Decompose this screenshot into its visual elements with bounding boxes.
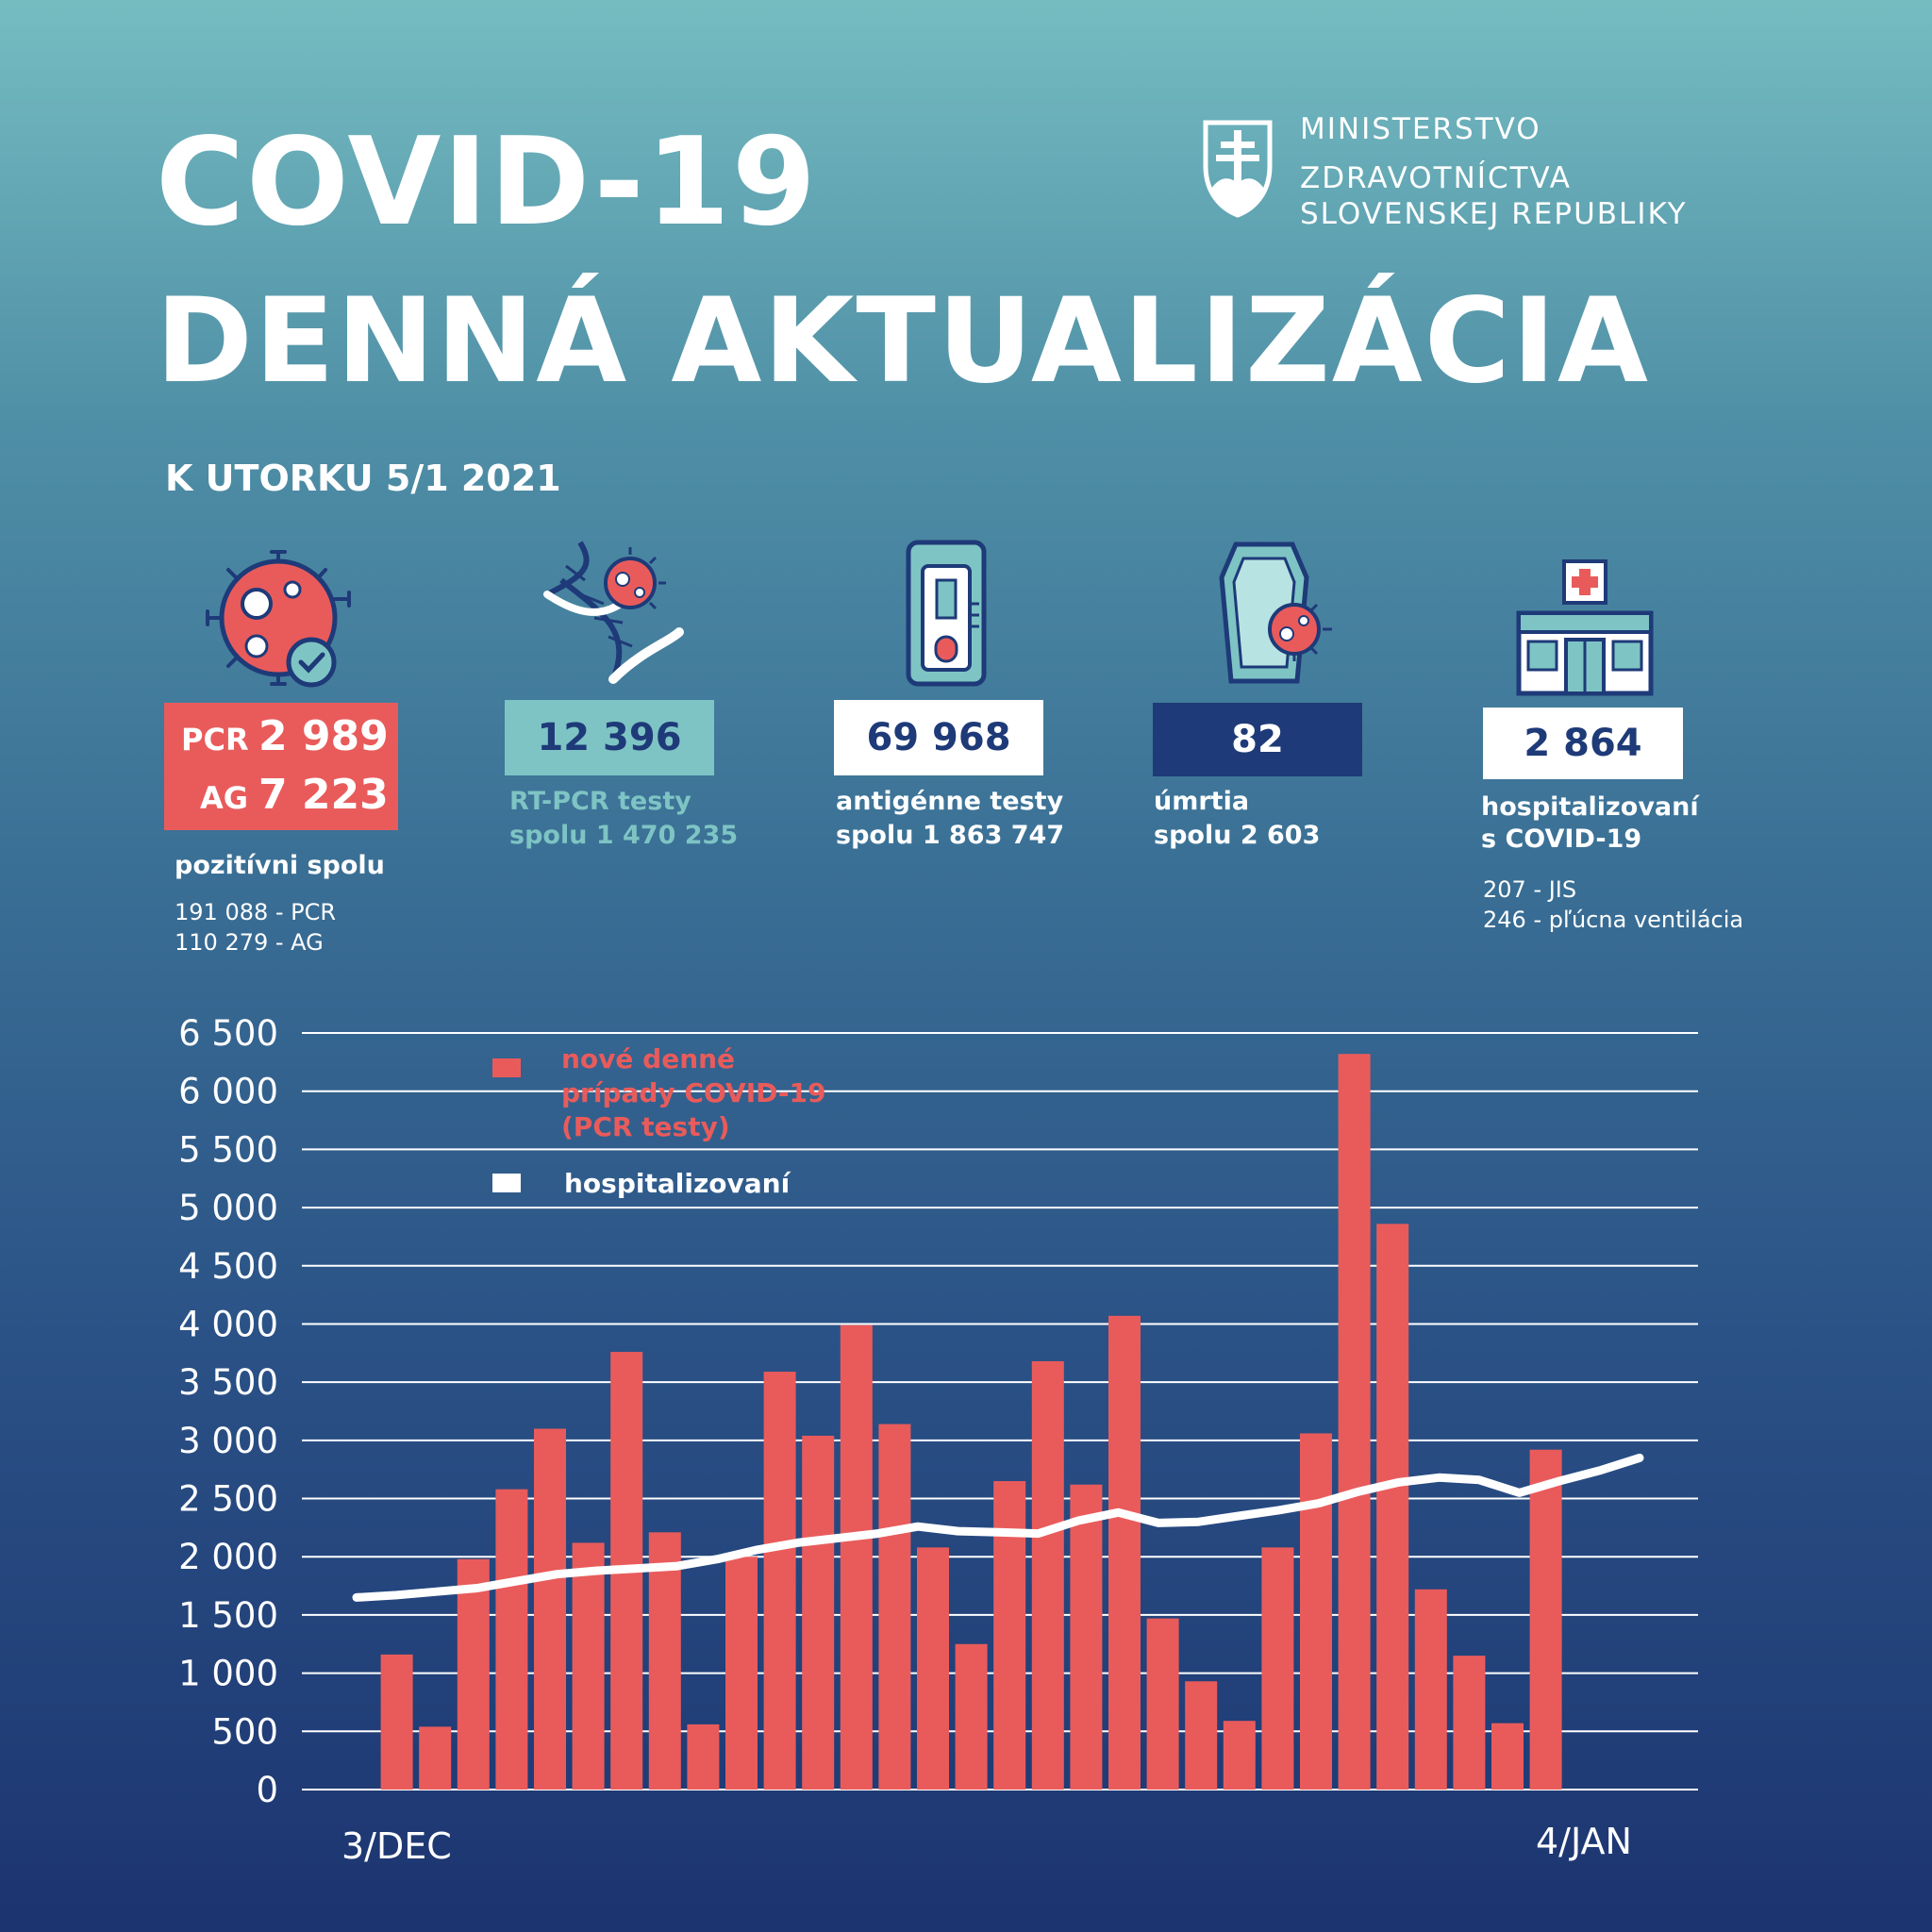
line-hospitalized xyxy=(352,1453,1644,1602)
bar-cases xyxy=(1108,1315,1141,1790)
y-tick-label: 6 500 xyxy=(178,1013,278,1054)
positive-label: pozitívni spolu xyxy=(175,851,385,880)
bar-cases xyxy=(380,1654,413,1790)
ministry-name: MINISTERSTVO ZDRAVOTNÍCTVA SLOVENSKEJ RE… xyxy=(1300,111,1688,232)
bar-cases xyxy=(1031,1360,1064,1790)
legend-swatch-cases xyxy=(492,1058,521,1077)
deaths-box: 82 xyxy=(1153,703,1362,776)
y-tick-label: 3 000 xyxy=(178,1421,278,1461)
rtpcr-total: spolu 1 470 235 xyxy=(509,821,739,850)
deaths-label: úmrtia xyxy=(1154,787,1250,816)
y-tick-label: 2 000 xyxy=(178,1537,278,1577)
y-tick-label: 5 500 xyxy=(178,1129,278,1170)
antigen-test-icon xyxy=(906,540,987,687)
bar-cases xyxy=(1185,1681,1218,1790)
bar-cases xyxy=(648,1532,681,1790)
y-tick-label: 0 xyxy=(256,1770,278,1810)
bar-cases xyxy=(419,1726,452,1790)
hospital-box: 2 864 xyxy=(1483,708,1683,779)
bar-cases xyxy=(802,1435,835,1790)
bar-cases xyxy=(878,1424,911,1790)
bar-cases xyxy=(763,1372,796,1790)
bar-cases xyxy=(917,1547,949,1790)
report-date: K UTORKU 5/1 2021 xyxy=(165,458,561,499)
hospital-icu: 207 - JIS xyxy=(1483,876,1577,903)
hospital-icon xyxy=(1516,559,1654,696)
ministry-line1: MINISTERSTVO xyxy=(1300,112,1541,146)
coffin-virus-icon xyxy=(1219,541,1332,684)
bar-cases xyxy=(1529,1449,1562,1790)
hospital-label: hospitalizovaní xyxy=(1481,792,1699,822)
bar-cases xyxy=(1414,1589,1447,1790)
bar-cases xyxy=(993,1481,1026,1790)
ag-prefix: AG xyxy=(200,780,249,816)
bar-cases xyxy=(572,1542,605,1790)
bar-cases xyxy=(495,1489,528,1790)
x-label-start: 3/DEC xyxy=(341,1825,452,1867)
bar-cases xyxy=(1491,1723,1524,1790)
bar-cases xyxy=(534,1428,566,1790)
x-label-end: 4/JAN xyxy=(1536,1821,1632,1862)
legend-label-cases: nové denné prípady COVID-19 (PCR testy) xyxy=(561,1043,826,1142)
pcr-prefix: PCR xyxy=(181,722,249,758)
bar-cases xyxy=(687,1724,720,1790)
deaths-total: spolu 2 603 xyxy=(1154,821,1321,850)
dna-virus-icon xyxy=(543,541,684,684)
page-subtitle: DENNÁ AKTUALIZÁCIA xyxy=(156,274,1650,409)
virus-check-icon xyxy=(206,550,351,688)
rtpcr-label: RT-PCR testy xyxy=(509,787,691,816)
antigen-label: antigénne testy xyxy=(836,787,1064,816)
legend-label-hospitalized: hospitalizovaní xyxy=(564,1168,791,1199)
y-tick-label: 3 500 xyxy=(178,1362,278,1403)
y-tick-label: 5 000 xyxy=(178,1188,278,1228)
ag-positive-value: 7 223 xyxy=(258,771,389,819)
y-tick-label: 4 500 xyxy=(178,1246,278,1287)
positive-box: PCR 2 989 AG 7 223 xyxy=(164,703,398,830)
bar-cases xyxy=(1453,1656,1486,1790)
bar-cases xyxy=(457,1558,490,1790)
bar-cases xyxy=(1338,1054,1371,1790)
bar-cases xyxy=(840,1324,873,1790)
antigen-box: 69 968 xyxy=(834,700,1043,775)
y-tick-label: 2 500 xyxy=(178,1479,278,1520)
legend-swatch-hospitalized xyxy=(492,1174,521,1192)
y-tick-label: 6 000 xyxy=(178,1072,278,1112)
y-tick-label: 1 500 xyxy=(178,1595,278,1636)
positive-total-pcr: 191 088 - PCR xyxy=(175,899,337,925)
y-tick-label: 500 xyxy=(211,1711,278,1752)
page-title: COVID-19 xyxy=(156,112,818,253)
bar-cases xyxy=(1261,1547,1294,1790)
bar-cases xyxy=(725,1557,758,1790)
ministry-line2: ZDRAVOTNÍCTVA xyxy=(1300,161,1572,195)
slovak-coat-of-arms-icon xyxy=(1203,120,1273,218)
positive-total-ag: 110 279 - AG xyxy=(175,929,324,956)
bar-cases xyxy=(1300,1433,1332,1790)
rtpcr-box: 12 396 xyxy=(505,700,714,775)
bar-cases xyxy=(1376,1224,1409,1790)
pcr-positive-value: 2 989 xyxy=(258,712,389,760)
y-tick-label: 1 000 xyxy=(178,1654,278,1694)
y-tick-label: 4 000 xyxy=(178,1304,278,1344)
hospital-label-2: s COVID-19 xyxy=(1481,824,1642,854)
bar-cases xyxy=(1070,1484,1103,1790)
bar-cases xyxy=(1146,1618,1179,1790)
ministry-line3: SLOVENSKEJ REPUBLIKY xyxy=(1300,197,1688,231)
bar-cases xyxy=(1223,1721,1256,1790)
bar-cases xyxy=(955,1643,988,1790)
hospital-ventilation: 246 - pľúcna ventilácia xyxy=(1483,907,1744,933)
antigen-total: spolu 1 863 747 xyxy=(836,821,1065,850)
